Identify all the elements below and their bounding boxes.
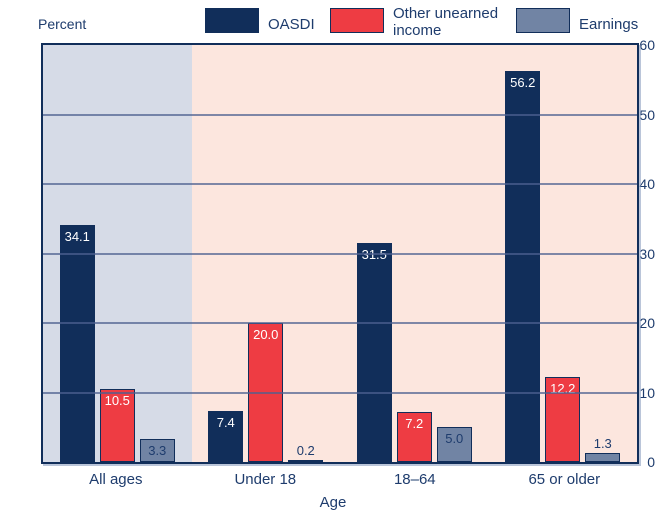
bar-oasdi-under-18: 7.4 <box>208 410 244 462</box>
gridline-50 <box>43 113 637 116</box>
gridline-30 <box>43 252 637 255</box>
bar-oasdi-65-or-older: 56.2 <box>505 71 541 462</box>
bar-oasdi-all-ages: 34.1 <box>59 225 95 462</box>
legend-item-earnings: Earnings <box>516 8 638 34</box>
x-tick-label-18-64: 18–64 <box>393 471 436 488</box>
bar-value-label: 10.5 <box>104 393 130 408</box>
legend-label-oasdi: OASDI <box>268 16 315 33</box>
bar-value-label: 5.0 <box>445 431 464 447</box>
gridline-10 <box>43 391 637 394</box>
bar-value-label: 31.5 <box>361 247 387 263</box>
x-tick-label-under-18: Under 18 <box>234 471 297 488</box>
bar-earnings-65-or-older: 1.3 <box>585 436 621 462</box>
bar-other-unearned-income-all-ages: 10.5 <box>99 389 135 462</box>
y-tick-label-10: 10 <box>639 384 655 401</box>
bar-earnings-under-18: 0.2 <box>288 443 324 462</box>
legend-label-earnings: Earnings <box>579 16 639 33</box>
legend-swatch-other-unearned-income <box>330 8 384 33</box>
legend-item-oasdi: OASDI <box>205 8 315 34</box>
y-tick-label-30: 30 <box>639 245 655 262</box>
bar-value-label: 12.2 <box>550 381 576 397</box>
bar-oasdi-18-64: 31.5 <box>356 243 392 462</box>
y-tick-label-50: 50 <box>639 106 655 123</box>
plot-area: 34.1 10.5 3.3 7.4 20.0 0.2 31.5 7.2 5.0 56.2 12.2 1… <box>41 43 639 464</box>
y-axis-title: Percent <box>38 16 87 32</box>
x-tick-label-all-ages: All ages <box>89 471 143 488</box>
x-tick-label-65-or-older: 65 or older <box>528 471 601 488</box>
bar-value-label: 7.2 <box>405 416 424 431</box>
gridline-40 <box>43 183 637 185</box>
x-axis-title: Age <box>319 494 347 511</box>
bar-earnings-18-64: 5.0 <box>436 427 472 462</box>
legend-item-other-unearned-income: Other unearned income <box>330 5 507 40</box>
bar-earnings-all-ages: 3.3 <box>139 439 175 462</box>
bar-value-label: 1.3 <box>593 436 612 451</box>
legend-swatch-earnings <box>516 8 570 33</box>
y-tick-label-60: 60 <box>639 37 655 53</box>
gridline-20 <box>43 322 637 324</box>
bar-value-label: 34.1 <box>64 229 90 244</box>
y-tick-label-40: 40 <box>639 176 655 192</box>
legend-label-other-unearned-income: Other unearned income <box>393 5 499 39</box>
bar-value-label: 56.2 <box>510 75 536 91</box>
y-tick-label-0: 0 <box>647 454 655 470</box>
bar-other-unearned-income-18-64: 7.2 <box>396 412 432 462</box>
legend-swatch-oasdi <box>205 8 259 33</box>
bar-value-label: 3.3 <box>148 443 167 459</box>
bar-value-label: 0.2 <box>296 443 315 458</box>
bar-value-label: 20.0 <box>253 327 279 342</box>
bar-other-unearned-income-65-or-older: 12.2 <box>545 377 581 462</box>
y-tick-label-20: 20 <box>639 315 655 331</box>
bar-value-label: 7.4 <box>216 414 235 430</box>
